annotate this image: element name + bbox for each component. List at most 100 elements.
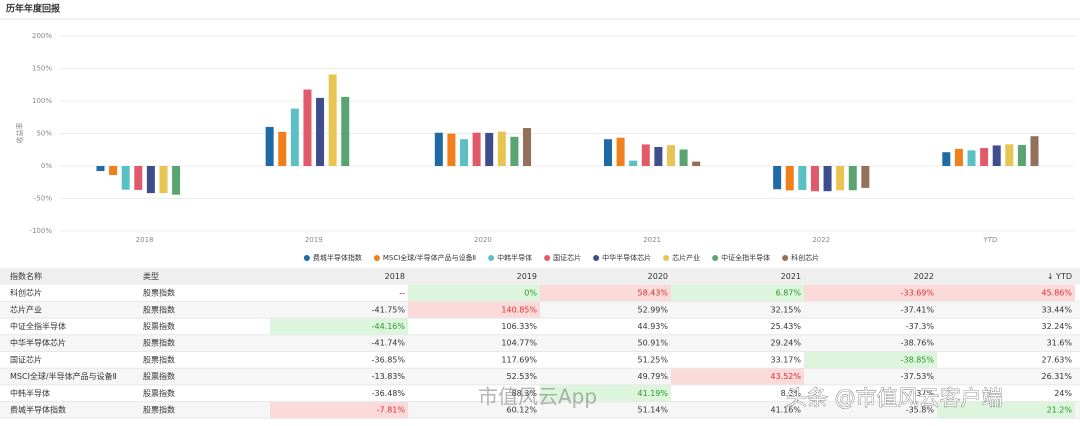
legend-label: MSCI全球/半导体产品与设备Ⅱ — [383, 253, 476, 262]
legend-swatch — [544, 255, 551, 261]
table-cell: 43.52% — [770, 372, 801, 381]
table-cell: -36.85% — [372, 355, 406, 364]
table-header: ↓ YTD — [1047, 272, 1072, 281]
table-cell: -41.74% — [372, 339, 406, 348]
cell-highlight — [540, 384, 671, 402]
bar — [810, 166, 819, 192]
table-cell: 41.19% — [637, 389, 668, 398]
table-cell: 60.12% — [506, 405, 537, 414]
table-cell: 51.14% — [637, 405, 668, 414]
table-cell: 股票指数 — [143, 354, 175, 364]
bar — [278, 131, 287, 166]
bar — [485, 132, 494, 166]
table-cell: 21.2% — [1047, 405, 1073, 414]
table-header: 2018 — [385, 272, 405, 281]
legend-swatch — [303, 255, 310, 261]
table-cell: 国证芯片 — [10, 354, 42, 364]
table-cell: -13.83% — [372, 372, 406, 381]
x-tick-label: YTD — [982, 236, 997, 244]
bar — [497, 131, 506, 166]
table-cell: 31.6% — [1047, 339, 1073, 348]
table-cell: -35.8% — [906, 405, 935, 414]
bar — [836, 166, 845, 191]
bar — [823, 166, 832, 192]
legend: 费城半导体指数 MSCI全球/半导体产品与设备Ⅱ 中韩半导体 国证芯片 中华半导体芯片 芯… — [303, 253, 819, 262]
y-tick-label: 0% — [41, 162, 52, 170]
x-tick-label: 2019 — [305, 236, 323, 244]
x-tick-label: 2018 — [136, 236, 154, 244]
bar — [172, 166, 181, 195]
legend-swatch — [782, 255, 789, 261]
legend-label: 芯片产业 — [672, 253, 700, 262]
x-tick-label: 2020 — [474, 236, 492, 244]
table-cell: 52.99% — [637, 305, 668, 314]
table-cell: 33.17% — [770, 355, 801, 364]
table-cell: 科创芯片 — [10, 288, 42, 298]
table-cell: 24% — [1054, 389, 1072, 398]
overlay-app: 市值风云App — [478, 385, 597, 409]
table-cell: -33.69% — [901, 289, 935, 298]
cell-highlight — [804, 351, 937, 369]
table-cell: 8.3% — [781, 389, 802, 398]
table-cell: 49.79% — [637, 372, 668, 381]
cell-highlight — [408, 301, 540, 319]
table-cell: 32.24% — [1041, 322, 1072, 331]
table-cell: 中韩半导体 — [10, 388, 50, 398]
table-cell: -44.16% — [372, 322, 406, 331]
legend-label: 中华半导体芯片 — [602, 253, 651, 262]
table-cell: 51.25% — [637, 355, 668, 364]
table-row-bg — [0, 368, 1080, 385]
bar — [942, 152, 951, 166]
table-cell: 中华半导体芯片 — [10, 338, 66, 348]
bar — [447, 133, 456, 166]
table-cell: 股票指数 — [143, 321, 175, 331]
legend-label: 科创芯片 — [791, 253, 819, 262]
legend-swatch — [373, 255, 380, 261]
bar — [666, 145, 675, 166]
bar — [316, 97, 325, 166]
bar — [654, 146, 663, 166]
table-cell: 股票指数 — [143, 404, 175, 414]
bar — [629, 160, 638, 166]
cell-highlight — [937, 284, 1075, 302]
cell-highlight — [671, 368, 804, 385]
table-cell: 32.15% — [770, 305, 801, 314]
table-cell: 27.63% — [1041, 355, 1072, 364]
y-tick-label: 100% — [32, 97, 52, 105]
cell-highlight — [270, 401, 408, 419]
bar — [328, 74, 337, 166]
table-cell: 50.91% — [637, 339, 668, 348]
table-header: 指数名称 — [10, 271, 42, 281]
table-cell: -- — [399, 289, 405, 298]
bar — [303, 89, 312, 166]
bar — [523, 128, 532, 166]
cell-highlight — [270, 318, 408, 335]
table-header: 2019 — [517, 272, 537, 281]
cell-highlight — [540, 284, 671, 302]
bar — [1005, 144, 1014, 166]
y-tick-label: 200% — [32, 32, 52, 40]
bar — [96, 166, 105, 172]
table-cell: 股票指数 — [143, 338, 175, 348]
bar — [992, 145, 1001, 166]
bar — [341, 96, 350, 166]
table-cell: -37.41% — [901, 305, 935, 314]
chart-title: 历年年度回报 — [6, 3, 60, 15]
table-header: 类型 — [143, 271, 159, 281]
bar — [472, 132, 481, 166]
table-cell: -37.53% — [901, 372, 935, 381]
table-row-bg — [0, 334, 1080, 352]
cell-highlight — [408, 284, 540, 302]
table-cell: 88.3% — [512, 389, 538, 398]
bar — [460, 139, 469, 166]
bar — [967, 150, 976, 166]
legend-swatch — [712, 255, 719, 261]
bar — [290, 108, 299, 166]
bar — [603, 139, 612, 166]
bar — [641, 144, 650, 166]
overlay-author: 头条 @市值风云客户端 — [786, 386, 1003, 410]
bar — [109, 166, 118, 175]
table-cell: 52.53% — [506, 372, 537, 381]
y-tick-label: -50% — [34, 195, 52, 203]
